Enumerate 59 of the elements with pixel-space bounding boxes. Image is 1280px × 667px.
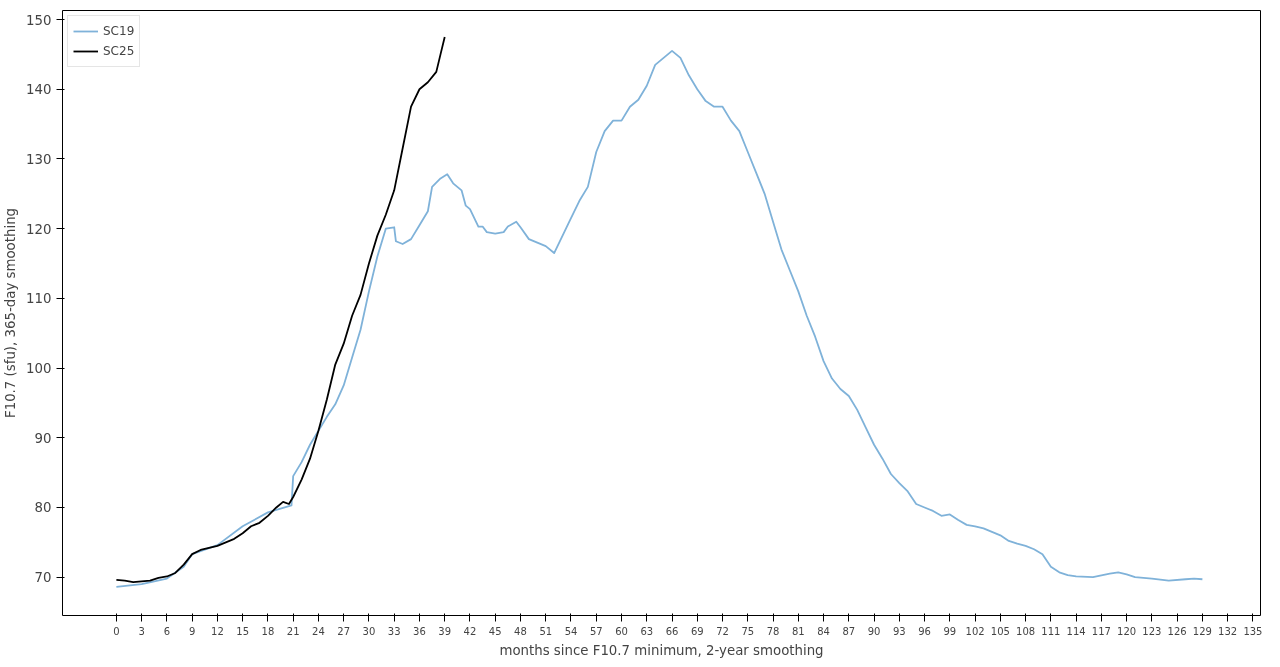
y-tick-label: 120 bbox=[26, 221, 52, 237]
x-tick-label: 9 bbox=[188, 625, 196, 637]
y-tick-label: 90 bbox=[34, 430, 52, 446]
x-tick-label: 0 bbox=[113, 625, 120, 637]
x-tick-label: 81 bbox=[791, 625, 805, 637]
x-tick-label: 114 bbox=[1066, 625, 1086, 637]
x-tick-label: 123 bbox=[1142, 625, 1162, 637]
x-tick-label: 27 bbox=[337, 625, 351, 637]
y-tick-label: 100 bbox=[26, 361, 52, 377]
x-tick-label: 60 bbox=[615, 625, 628, 637]
x-tick-label: 84 bbox=[817, 625, 830, 637]
y-tick-label: 130 bbox=[26, 151, 52, 167]
x-tick-label: 15 bbox=[236, 625, 250, 637]
x-tick-label: 6 bbox=[163, 625, 171, 637]
x-tick-label: 21 bbox=[286, 625, 300, 637]
x-tick-label: 129 bbox=[1192, 625, 1212, 637]
x-tick-label: 87 bbox=[842, 625, 856, 637]
x-tick-label: 102 bbox=[965, 625, 985, 637]
x-tick-label: 33 bbox=[387, 625, 401, 637]
x-tick-label: 36 bbox=[413, 625, 426, 637]
y-tick-label: 140 bbox=[26, 82, 52, 98]
x-tick-label: 117 bbox=[1091, 625, 1111, 637]
y-tick-label: 110 bbox=[26, 291, 52, 307]
x-axis-title: months since F10.7 minimum, 2-year smoothing bbox=[499, 642, 824, 658]
x-tick-label: 63 bbox=[640, 625, 654, 637]
x-tick-label: 111 bbox=[1041, 625, 1061, 637]
y-tick-label: 80 bbox=[34, 500, 52, 516]
legend-label: SC25 bbox=[103, 44, 135, 58]
x-tick-label: 75 bbox=[741, 625, 755, 637]
x-tick-label: 78 bbox=[766, 625, 780, 637]
x-tick-label: 54 bbox=[564, 625, 578, 637]
x-tick-label: 105 bbox=[990, 625, 1010, 637]
x-tick-label: 90 bbox=[867, 625, 881, 637]
x-tick-label: 120 bbox=[1117, 625, 1137, 637]
x-tick-label: 72 bbox=[716, 625, 729, 637]
x-tick-label: 126 bbox=[1167, 625, 1187, 637]
x-tick-label: 96 bbox=[918, 625, 931, 637]
x-tick-label: 45 bbox=[488, 625, 502, 637]
x-tick-label: 93 bbox=[892, 625, 906, 637]
y-tick-label: 150 bbox=[26, 12, 52, 28]
x-tick-label: 51 bbox=[539, 625, 553, 637]
x-tick-label: 18 bbox=[261, 625, 275, 637]
x-tick-label: 30 bbox=[362, 625, 376, 637]
x-tick-label: 24 bbox=[312, 625, 325, 637]
x-tick-label: 57 bbox=[589, 625, 603, 637]
legend-label: SC19 bbox=[103, 24, 135, 38]
x-tick-label: 42 bbox=[463, 625, 477, 637]
x-tick-label: 66 bbox=[665, 625, 679, 637]
x-tick-label: 135 bbox=[1243, 625, 1263, 637]
x-tick-label: 132 bbox=[1218, 625, 1238, 637]
x-tick-label: 48 bbox=[514, 625, 527, 637]
y-tick-label: 70 bbox=[34, 570, 52, 586]
x-tick-label: 12 bbox=[211, 625, 224, 637]
x-tick-label: 99 bbox=[943, 625, 957, 637]
x-tick-label: 108 bbox=[1016, 625, 1036, 637]
x-tick-label: 39 bbox=[438, 625, 452, 637]
y-axis-title: F10.7 (sfu), 365-day smoothing bbox=[3, 207, 19, 419]
x-tick-label: 3 bbox=[138, 625, 145, 637]
x-tick-label: 69 bbox=[690, 625, 704, 637]
